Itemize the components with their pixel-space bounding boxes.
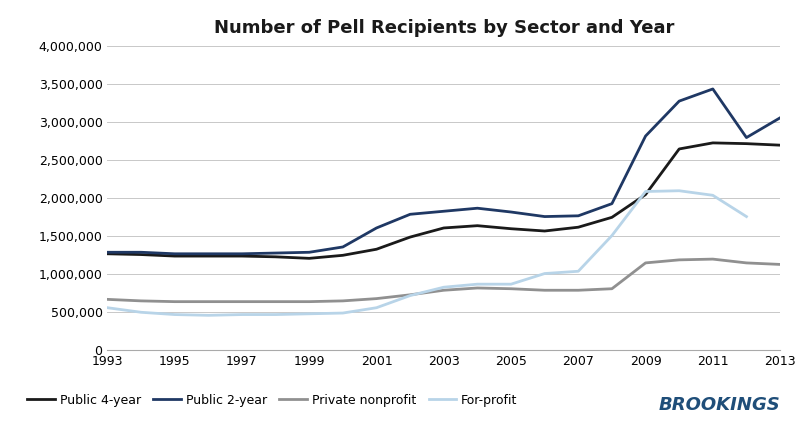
Public 4-year <box>775 143 785 148</box>
Public 2-year <box>237 251 247 256</box>
Public 4-year <box>405 235 415 240</box>
For-profit <box>103 305 112 310</box>
For-profit <box>136 310 146 315</box>
Public 4-year <box>674 146 684 151</box>
For-profit <box>439 285 449 290</box>
Public 4-year <box>204 254 213 259</box>
Public 2-year <box>405 212 415 217</box>
Public 2-year <box>338 244 348 249</box>
Private nonprofit <box>338 298 348 303</box>
Private nonprofit <box>170 299 180 304</box>
For-profit <box>674 188 684 193</box>
Legend: Public 4-year, Public 2-year, Private nonprofit, For-profit: Public 4-year, Public 2-year, Private no… <box>22 389 522 411</box>
For-profit <box>574 269 583 274</box>
Public 2-year <box>775 115 785 120</box>
Public 4-year <box>305 256 314 261</box>
Title: Number of Pell Recipients by Sector and Year: Number of Pell Recipients by Sector and … <box>213 19 674 37</box>
Public 4-year <box>540 228 549 233</box>
Private nonprofit <box>540 288 549 293</box>
Private nonprofit <box>473 285 482 290</box>
Private nonprofit <box>372 296 381 301</box>
Private nonprofit <box>742 260 751 265</box>
For-profit <box>305 311 314 316</box>
Public 2-year <box>506 209 516 214</box>
For-profit <box>372 305 381 310</box>
For-profit <box>338 311 348 316</box>
Public 4-year <box>170 254 180 259</box>
Public 2-year <box>473 206 482 211</box>
For-profit <box>540 271 549 276</box>
Public 2-year <box>170 251 180 256</box>
Private nonprofit <box>439 288 449 293</box>
Public 4-year <box>136 252 146 257</box>
Public 4-year <box>439 225 449 230</box>
Line: Public 4-year: Public 4-year <box>107 143 780 258</box>
Public 4-year <box>338 253 348 258</box>
Public 4-year <box>708 141 718 146</box>
For-profit <box>506 281 516 287</box>
Public 4-year <box>506 226 516 231</box>
Private nonprofit <box>708 257 718 262</box>
Private nonprofit <box>271 299 280 304</box>
Private nonprofit <box>405 292 415 298</box>
Private nonprofit <box>103 297 112 302</box>
For-profit <box>473 281 482 287</box>
Public 4-year <box>574 225 583 230</box>
Public 2-year <box>439 209 449 214</box>
Public 2-year <box>305 250 314 255</box>
For-profit <box>271 312 280 317</box>
Public 4-year <box>103 251 112 256</box>
For-profit <box>607 233 617 238</box>
Public 4-year <box>641 192 650 197</box>
Public 4-year <box>742 141 751 146</box>
For-profit <box>204 313 213 318</box>
Public 2-year <box>708 87 718 92</box>
Public 2-year <box>103 250 112 255</box>
Public 2-year <box>372 225 381 230</box>
For-profit <box>742 214 751 219</box>
For-profit <box>708 193 718 198</box>
Private nonprofit <box>204 299 213 304</box>
Private nonprofit <box>136 298 146 303</box>
Public 2-year <box>607 201 617 206</box>
Line: For-profit: For-profit <box>107 191 747 315</box>
Public 4-year <box>237 254 247 259</box>
For-profit <box>170 312 180 317</box>
Public 2-year <box>136 250 146 255</box>
Text: BROOKINGS: BROOKINGS <box>658 395 780 414</box>
For-profit <box>237 312 247 317</box>
Private nonprofit <box>674 257 684 262</box>
Public 4-year <box>607 215 617 220</box>
Public 2-year <box>271 251 280 256</box>
For-profit <box>641 189 650 194</box>
Private nonprofit <box>506 286 516 291</box>
Public 2-year <box>574 213 583 218</box>
Private nonprofit <box>305 299 314 304</box>
Public 4-year <box>372 247 381 252</box>
Private nonprofit <box>574 288 583 293</box>
Private nonprofit <box>775 262 785 267</box>
For-profit <box>405 293 415 298</box>
Public 2-year <box>204 251 213 256</box>
Line: Public 2-year: Public 2-year <box>107 89 780 254</box>
Public 2-year <box>540 214 549 219</box>
Public 2-year <box>641 133 650 138</box>
Public 4-year <box>473 223 482 228</box>
Private nonprofit <box>237 299 247 304</box>
Public 4-year <box>271 254 280 260</box>
Private nonprofit <box>607 286 617 291</box>
Public 2-year <box>674 99 684 104</box>
Line: Private nonprofit: Private nonprofit <box>107 259 780 302</box>
Private nonprofit <box>641 260 650 265</box>
Public 2-year <box>742 135 751 140</box>
